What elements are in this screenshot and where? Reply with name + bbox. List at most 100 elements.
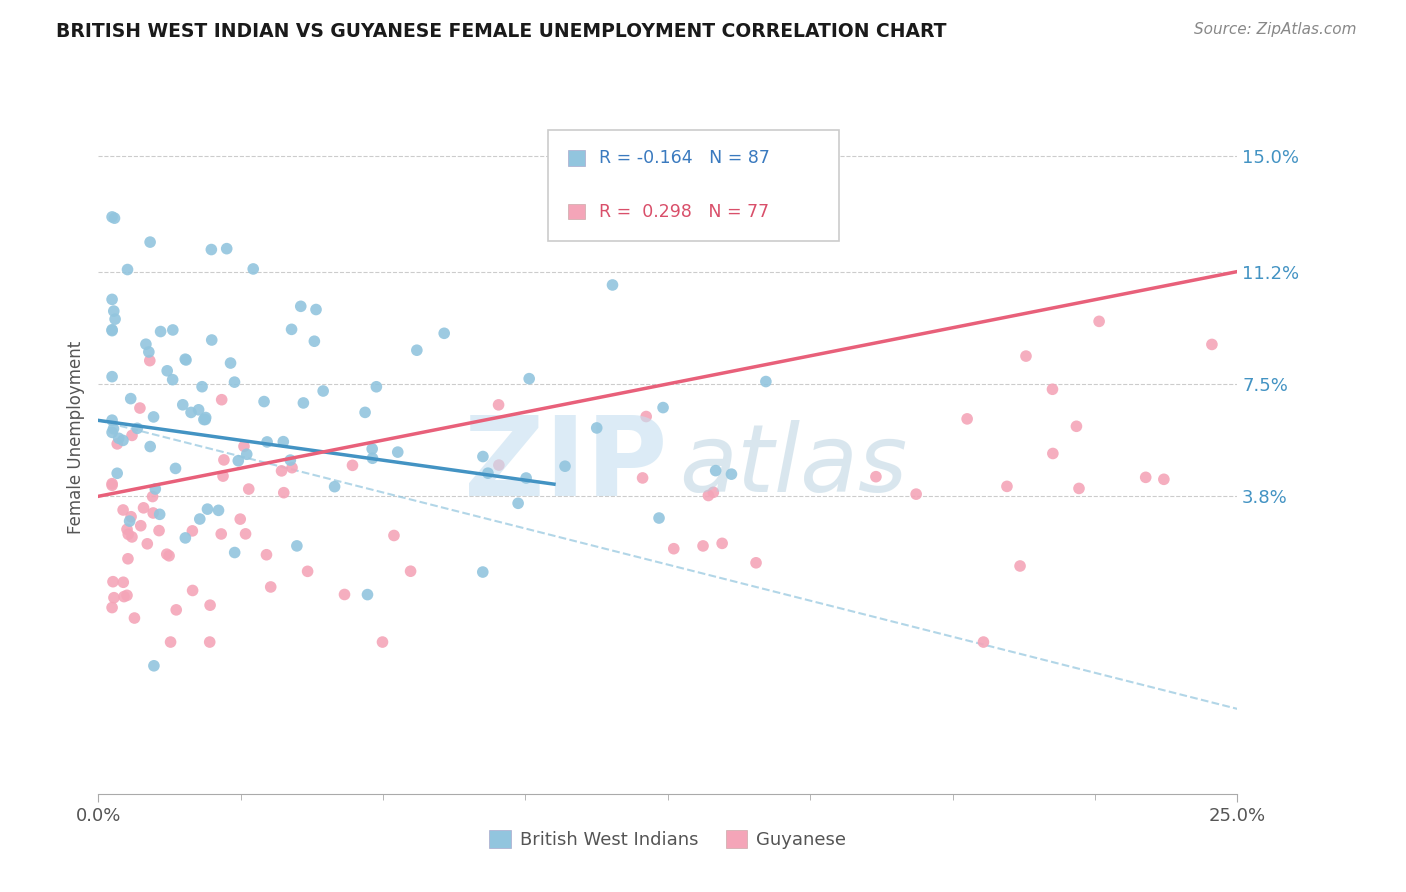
Point <box>1088 314 1111 328</box>
Point <box>323 480 346 494</box>
Text: R =  0.298   N = 77: R = 0.298 N = 77 <box>599 202 769 220</box>
Point <box>226 454 249 468</box>
Y-axis label: Female Unemployment: Female Unemployment <box>66 341 84 533</box>
Point <box>1153 472 1175 486</box>
Point <box>371 635 394 649</box>
Point <box>270 464 292 478</box>
Point <box>382 528 405 542</box>
Point <box>387 445 409 459</box>
Point <box>103 211 125 226</box>
Point <box>224 375 246 389</box>
Point <box>115 522 138 536</box>
Point <box>280 322 302 336</box>
Point <box>720 467 742 482</box>
Point <box>103 591 125 605</box>
Point <box>342 458 364 473</box>
Point <box>356 588 378 602</box>
Point <box>149 508 172 522</box>
Point <box>745 556 768 570</box>
Point <box>515 471 537 485</box>
Point <box>271 434 294 449</box>
Point <box>905 487 928 501</box>
Point <box>285 539 308 553</box>
Point <box>188 512 211 526</box>
Point <box>120 509 142 524</box>
Point <box>135 337 157 351</box>
Point <box>112 575 135 590</box>
Point <box>103 304 125 318</box>
Point <box>508 496 530 510</box>
Point <box>433 326 456 341</box>
Point <box>711 536 734 550</box>
Point <box>488 458 510 472</box>
Point <box>149 325 172 339</box>
Point <box>121 428 143 442</box>
Point <box>253 394 276 409</box>
Point <box>142 658 165 673</box>
Point <box>187 402 209 417</box>
Point <box>101 478 124 492</box>
Point <box>312 384 335 398</box>
Point <box>704 464 727 478</box>
Point <box>697 488 720 502</box>
Point <box>648 511 671 525</box>
Point <box>112 590 135 604</box>
Point <box>212 469 235 483</box>
FancyBboxPatch shape <box>568 150 585 166</box>
Point <box>471 565 494 579</box>
Point <box>101 210 124 224</box>
Point <box>972 635 994 649</box>
Point <box>127 421 149 435</box>
Point <box>194 410 217 425</box>
Point <box>101 574 124 589</box>
Point <box>333 587 356 601</box>
Point <box>256 548 278 562</box>
Point <box>129 401 152 415</box>
Point <box>238 482 260 496</box>
Point <box>165 461 187 475</box>
Point <box>197 502 219 516</box>
Point <box>101 600 124 615</box>
Point <box>399 564 422 578</box>
Point <box>139 353 162 368</box>
Point <box>101 476 124 491</box>
Point <box>995 479 1018 493</box>
Point <box>304 334 326 349</box>
Point <box>1015 349 1038 363</box>
Point <box>101 425 124 440</box>
Point <box>200 243 222 257</box>
Point <box>118 514 141 528</box>
FancyBboxPatch shape <box>568 203 585 219</box>
Point <box>662 541 685 556</box>
Point <box>212 453 235 467</box>
Point <box>211 392 233 407</box>
Point <box>224 545 246 559</box>
Point <box>305 302 328 317</box>
Point <box>1008 559 1031 574</box>
Point <box>136 537 159 551</box>
Point <box>101 324 124 338</box>
Point <box>554 459 576 474</box>
Point <box>488 398 510 412</box>
Point <box>159 635 181 649</box>
Point <box>105 467 128 481</box>
Point <box>207 503 229 517</box>
Point <box>242 262 264 277</box>
Point <box>121 530 143 544</box>
Point <box>139 235 162 249</box>
Point <box>636 409 658 424</box>
Point <box>405 343 427 358</box>
Text: BRITISH WEST INDIAN VS GUYANESE FEMALE UNEMPLOYMENT CORRELATION CHART: BRITISH WEST INDIAN VS GUYANESE FEMALE U… <box>56 22 946 41</box>
Point <box>101 413 124 427</box>
Point <box>107 431 129 445</box>
Text: R = -0.164   N = 87: R = -0.164 N = 87 <box>599 149 769 167</box>
Point <box>273 485 295 500</box>
Point <box>354 405 377 419</box>
Point <box>120 392 142 406</box>
Point <box>101 293 124 307</box>
Point <box>366 380 388 394</box>
Point <box>165 603 187 617</box>
Point <box>139 440 162 454</box>
Point <box>174 353 197 368</box>
Point <box>361 451 384 466</box>
